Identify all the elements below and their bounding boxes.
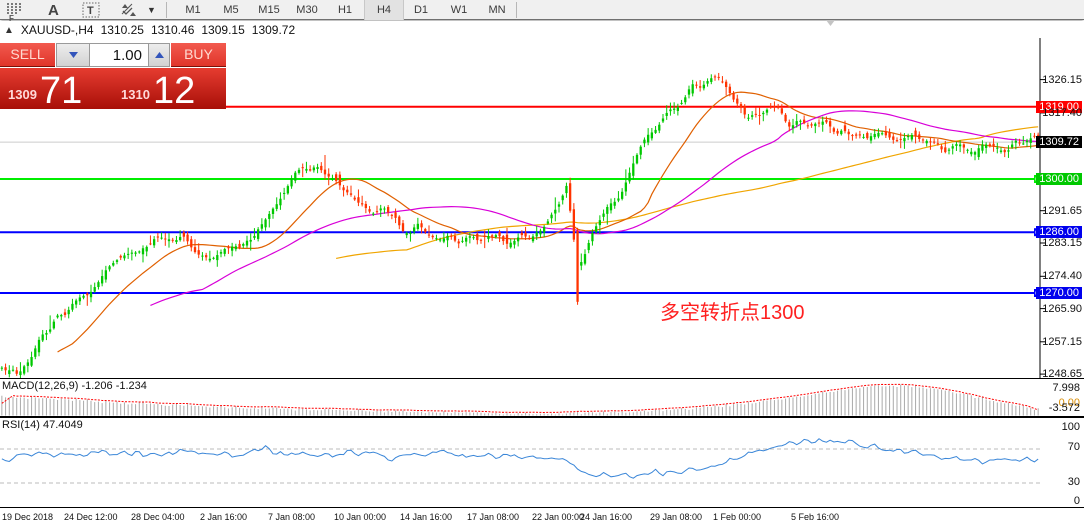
svg-text:T: T: [87, 5, 94, 17]
